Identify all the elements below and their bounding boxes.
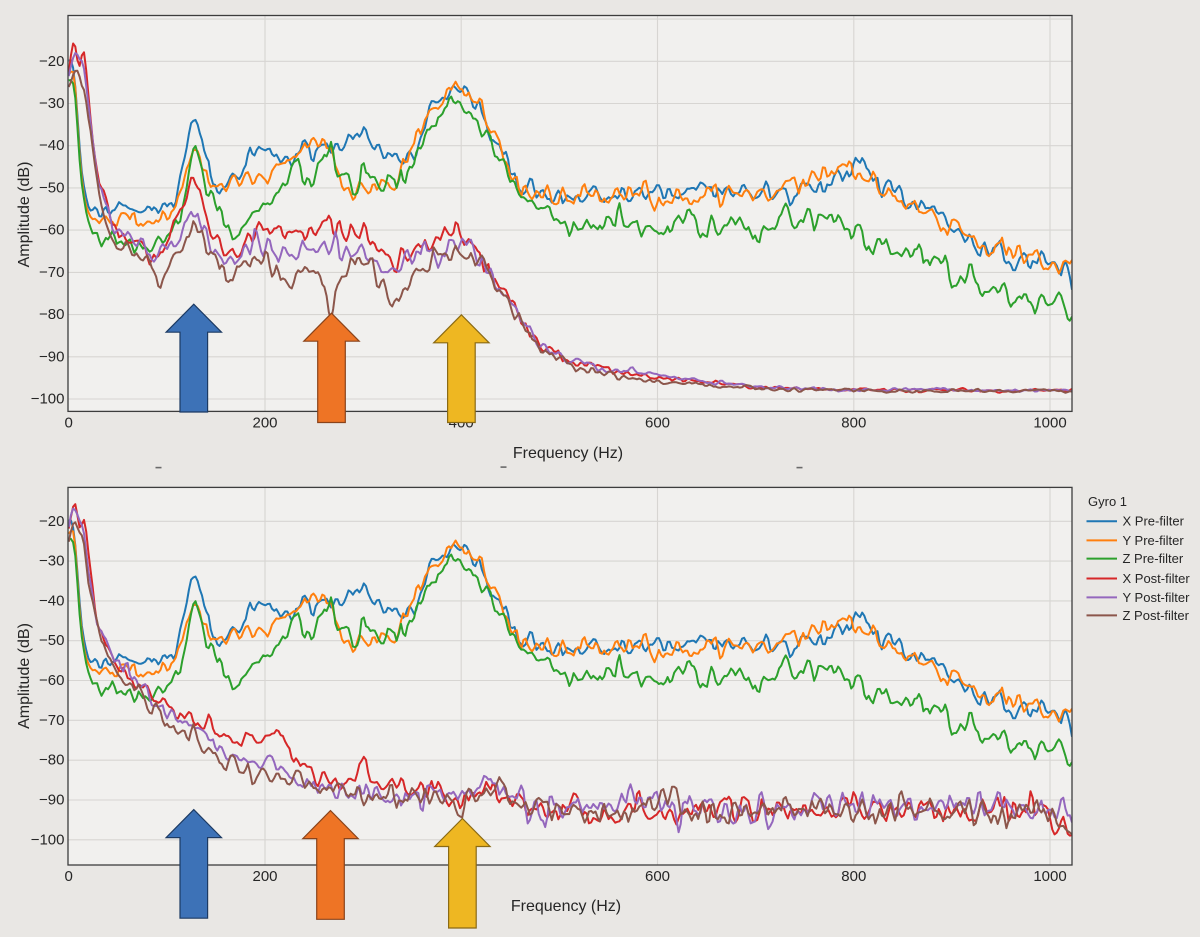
svg-text:0: 0 — [65, 868, 73, 885]
svg-text:Z Post-filter: Z Post-filter — [1123, 608, 1190, 623]
svg-text:Z Pre-filter: Z Pre-filter — [1123, 551, 1184, 566]
svg-text:−50: −50 — [39, 632, 64, 649]
svg-text:−20: −20 — [39, 53, 64, 70]
svg-text:−70: −70 — [39, 712, 64, 729]
svg-text:−60: −60 — [39, 222, 64, 239]
svg-text:600: 600 — [645, 868, 670, 885]
svg-text:−80: −80 — [39, 306, 64, 323]
svg-text:Gyro 1: Gyro 1 — [1088, 494, 1127, 509]
svg-text:Y Pre-filter: Y Pre-filter — [1123, 533, 1185, 548]
svg-text:Amplitude (dB): Amplitude (dB) — [16, 162, 33, 268]
svg-text:X Pre-filter: X Pre-filter — [1123, 514, 1185, 529]
svg-text:−40: −40 — [39, 137, 64, 154]
svg-text:−40: −40 — [39, 592, 64, 609]
svg-text:200: 200 — [252, 414, 277, 431]
svg-text:−20: −20 — [39, 513, 64, 530]
svg-text:200: 200 — [252, 868, 277, 885]
svg-text:−90: −90 — [39, 348, 64, 365]
svg-text:−60: −60 — [39, 672, 64, 689]
svg-text:−30: −30 — [39, 553, 64, 570]
svg-text:−100: −100 — [31, 831, 65, 848]
svg-text:−100: −100 — [31, 391, 65, 408]
svg-text:−50: −50 — [39, 179, 64, 196]
svg-text:800: 800 — [841, 868, 866, 885]
svg-text:Frequency (Hz): Frequency (Hz) — [513, 445, 623, 462]
svg-text:800: 800 — [841, 414, 866, 431]
svg-text:−80: −80 — [39, 752, 64, 769]
svg-text:−30: −30 — [39, 95, 64, 112]
svg-text:−90: −90 — [39, 792, 64, 809]
svg-text:Y Post-filter: Y Post-filter — [1123, 590, 1191, 605]
svg-text:0: 0 — [65, 414, 73, 431]
svg-text:X Post-filter: X Post-filter — [1123, 571, 1191, 586]
svg-text:1000: 1000 — [1033, 868, 1066, 885]
svg-text:1000: 1000 — [1033, 414, 1066, 431]
svg-text:Frequency (Hz): Frequency (Hz) — [511, 898, 621, 915]
svg-text:600: 600 — [645, 414, 670, 431]
svg-text:−70: −70 — [39, 264, 64, 281]
svg-text:Amplitude (dB): Amplitude (dB) — [16, 623, 33, 729]
